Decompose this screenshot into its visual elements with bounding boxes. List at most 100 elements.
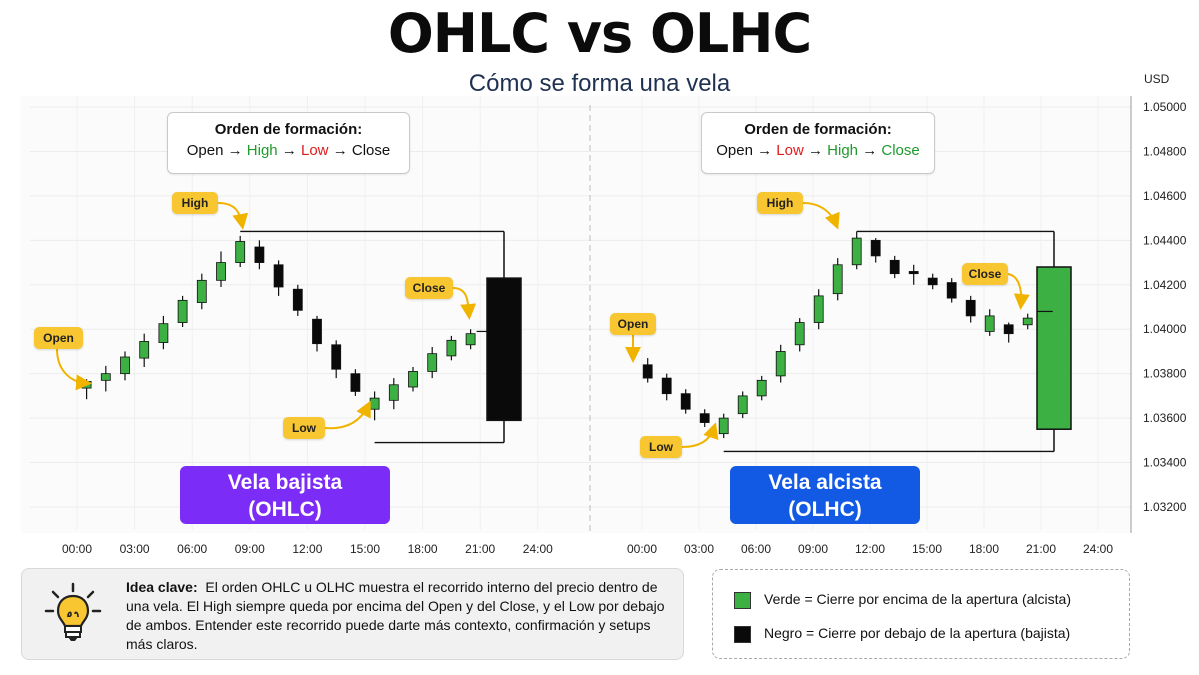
right-low-arrow — [681, 422, 719, 448]
left-seq-1: → — [223, 142, 247, 159]
candle-body — [254, 246, 265, 263]
left-seq-3: → — [277, 142, 301, 159]
subtitle: Cómo se forma una vela — [468, 70, 731, 97]
right-order-sequence: Open → Low → High → Close — [702, 142, 934, 159]
x-tick-label: 24:00 — [1083, 542, 1113, 556]
bearish-candle-label: Vela bajista (OHLC) — [180, 466, 390, 524]
candle-body — [756, 379, 767, 397]
y-axis-unit: USD — [1144, 72, 1170, 86]
candle-body — [908, 271, 919, 275]
y-tick-label: 1.03800 — [1143, 367, 1187, 381]
right-seq-0: Open — [716, 142, 753, 159]
candle-body — [1022, 317, 1033, 326]
x-tick-label: 24:00 — [523, 542, 553, 556]
candle-body — [388, 384, 399, 401]
candle-body — [661, 377, 672, 395]
x-tick-label: 06:00 — [741, 542, 771, 556]
black-swatch — [734, 625, 751, 643]
right-close-label: Close — [962, 263, 1008, 285]
candle-body — [120, 356, 130, 375]
right-seq-4: High — [827, 142, 859, 159]
key-idea-body: El orden OHLC u OLHC muestra el recorrid… — [126, 579, 665, 652]
bearish-label-line1: Vela bajista — [227, 471, 343, 494]
candle-body — [139, 341, 150, 359]
left-seq-5: → — [328, 142, 352, 159]
bearish-label-line2: (OHLC) — [248, 498, 322, 521]
candle-body — [642, 364, 653, 379]
left-open-arrow — [56, 348, 92, 391]
legend-item-black: Negro = Cierre por debajo de la apertura… — [734, 623, 1070, 643]
y-tick-label: 1.03200 — [1143, 500, 1187, 514]
y-tick-label: 1.03400 — [1143, 456, 1187, 470]
bullish-label-line1: Vela alcista — [768, 471, 882, 494]
left-seq-4: Low — [301, 142, 329, 159]
right-close-arrow — [1007, 273, 1030, 310]
y-tick-label: 1.05000 — [1143, 100, 1187, 114]
x-tick-label: 03:00 — [684, 542, 714, 556]
left-order-title: Orden de formación: — [214, 121, 363, 138]
x-tick-label: 21:00 — [1026, 542, 1056, 556]
bullish-candle-label: Vela alcista (OLHC) — [730, 466, 920, 524]
candle-body — [312, 318, 322, 345]
left-order-box: Orden de formación: Open → High → Low → … — [167, 112, 410, 174]
chart-left — [81, 230, 522, 444]
candle-body — [235, 241, 246, 263]
right-open-label: Open — [610, 313, 656, 335]
candle-body — [984, 315, 995, 332]
legend-label-green: Verde = Cierre por encima de la apertura… — [764, 591, 1071, 607]
candle-body — [680, 393, 691, 410]
candle-body — [718, 417, 729, 435]
right-seq-2: Low — [776, 142, 804, 159]
y-axis-ticks: 1.05000 1.04800 1.04600 1.04400 1.04200 1.040… — [1143, 100, 1187, 514]
green-swatch — [734, 591, 751, 609]
y-tick-label: 1.03600 — [1143, 411, 1187, 425]
candle-body — [273, 264, 284, 288]
right-order-box: Orden de formación: Open → Low → High → … — [701, 112, 935, 174]
candle-body — [851, 237, 862, 266]
candle-body — [965, 299, 976, 317]
candle-body — [446, 339, 457, 357]
big-candle-body — [486, 277, 522, 422]
candle-body — [927, 277, 938, 286]
candle-body — [408, 371, 418, 388]
x-tick-label: 00:00 — [627, 542, 657, 556]
legend-item-green: Verde = Cierre por encima de la apertura… — [734, 589, 1071, 609]
left-close-label: Close — [405, 277, 453, 299]
candle-body — [889, 259, 900, 275]
candle-body — [177, 299, 188, 323]
x-tick-label: 15:00 — [350, 542, 380, 556]
left-seq-0: Open — [186, 142, 224, 159]
lightbulb-icon — [44, 582, 102, 641]
left-low-arrow — [324, 400, 371, 430]
chart-right — [642, 230, 1072, 453]
candle-body — [331, 344, 342, 370]
candle-body — [794, 322, 805, 346]
left-high-label: High — [172, 192, 218, 214]
x-tick-label: 21:00 — [465, 542, 495, 556]
left-seq-2: High — [246, 142, 278, 159]
left-high-arrow — [217, 202, 249, 230]
x-tick-label: 03:00 — [120, 542, 150, 556]
y-tick-label: 1.04400 — [1143, 233, 1187, 247]
candle-body — [832, 264, 843, 295]
candle-body — [216, 262, 226, 281]
right-high-arrow — [802, 202, 840, 230]
candle-body — [737, 395, 748, 415]
x-tick-label: 15:00 — [912, 542, 942, 556]
candle-body — [369, 397, 380, 410]
x-tick-label: 09:00 — [235, 542, 265, 556]
left-open-label: Open — [34, 327, 83, 349]
x-tick-label: 12:00 — [855, 542, 885, 556]
candle-body — [158, 323, 169, 343]
candle-body — [946, 282, 957, 299]
candle-body — [292, 288, 303, 311]
x-tick-label: 12:00 — [292, 542, 322, 556]
candle-body — [775, 351, 786, 377]
candle-body — [100, 373, 111, 381]
candle-body — [465, 333, 476, 346]
big-candle-body — [1036, 266, 1072, 430]
candle-body — [350, 373, 361, 392]
y-tick-label: 1.04800 — [1143, 144, 1187, 158]
x-tick-label: 18:00 — [969, 542, 999, 556]
left-order-sequence: Open → High → Low → Close — [168, 142, 409, 159]
